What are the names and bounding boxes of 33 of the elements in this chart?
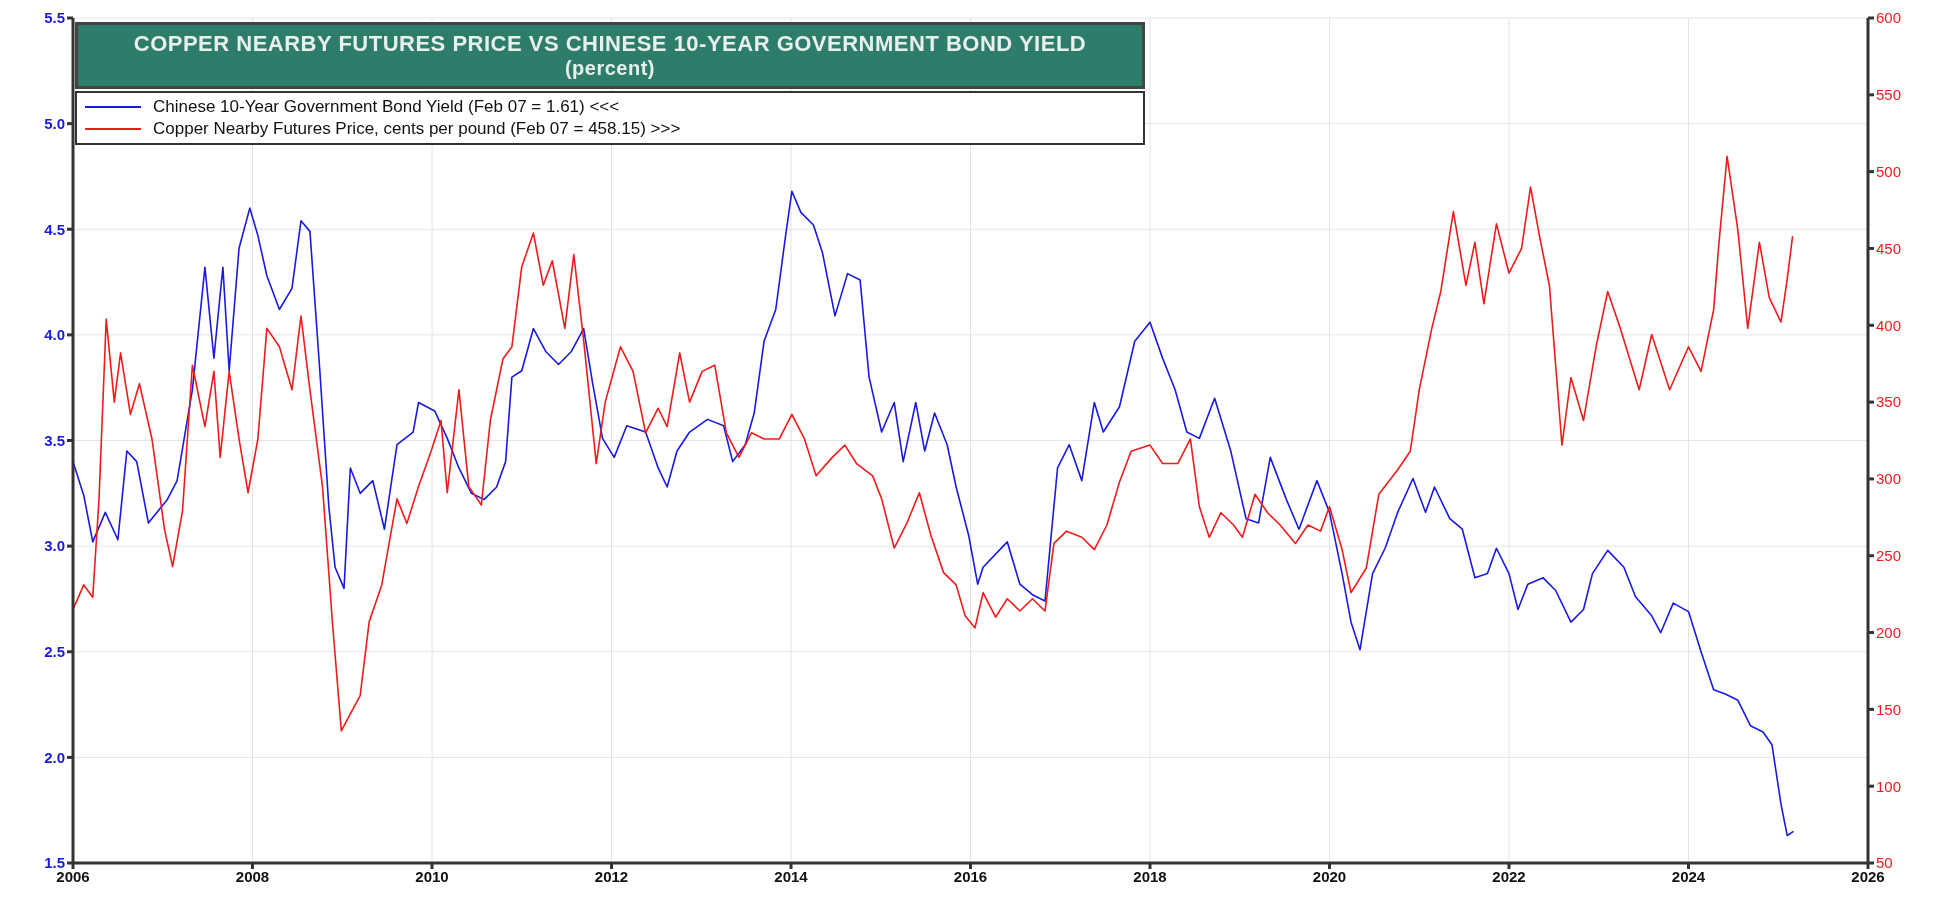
y2-tick-label: 350 bbox=[1876, 393, 1902, 411]
y2-tick-label: 400 bbox=[1876, 316, 1902, 334]
line-series bbox=[73, 155, 1794, 732]
y-tick-label: 2.0 bbox=[44, 748, 65, 766]
y-tick-label: 2.5 bbox=[44, 643, 65, 661]
y-tick-label: 5.5 bbox=[44, 9, 65, 27]
x-tick-label: 2008 bbox=[235, 867, 270, 885]
y2-tick-label: 200 bbox=[1876, 623, 1902, 641]
y2-tick-label: 150 bbox=[1876, 700, 1902, 718]
y2-tick-label: 500 bbox=[1876, 162, 1902, 180]
y-tick-label: 3.0 bbox=[44, 537, 65, 555]
x-tick-label: 2014 bbox=[774, 867, 809, 885]
legend-label: Copper Nearby Futures Price, cents per pound (Feb 07 = 458.15) >>> bbox=[153, 118, 681, 140]
x-tick-label: 2010 bbox=[415, 867, 449, 885]
x-tick-label: 2018 bbox=[1133, 867, 1167, 885]
y2-tick-label: 250 bbox=[1876, 547, 1902, 565]
legend-label: Chinese 10-Year Government Bond Yield (Feb 07 = 1.61) <<< bbox=[153, 96, 620, 118]
y2-tick-label: 300 bbox=[1876, 470, 1902, 488]
y2-tick-label: 600 bbox=[1876, 9, 1902, 27]
y-tick-label: 5.0 bbox=[44, 114, 65, 132]
x-tick-label: 2012 bbox=[594, 867, 629, 885]
y-tick-label: 3.5 bbox=[44, 431, 65, 449]
y2-tick-label: 450 bbox=[1876, 239, 1902, 257]
x-tick-label: 2024 bbox=[1671, 867, 1706, 885]
y2-tick-label: 100 bbox=[1876, 777, 1902, 795]
line-series bbox=[73, 190, 1795, 837]
y-tick-label: 4.5 bbox=[44, 220, 65, 238]
y2-tick-label: 550 bbox=[1876, 86, 1902, 104]
y-tick-label: 4.0 bbox=[44, 326, 65, 344]
x-tick-label: 2020 bbox=[1312, 867, 1347, 885]
x-tick-label: 2022 bbox=[1492, 867, 1526, 885]
title-banner: COPPER NEARBY FUTURES PRICE VS CHINESE 10-YEAR GOVERNMENT BOND YIELD (percent) bbox=[75, 22, 1145, 89]
x-tick-label: 2016 bbox=[953, 867, 988, 885]
